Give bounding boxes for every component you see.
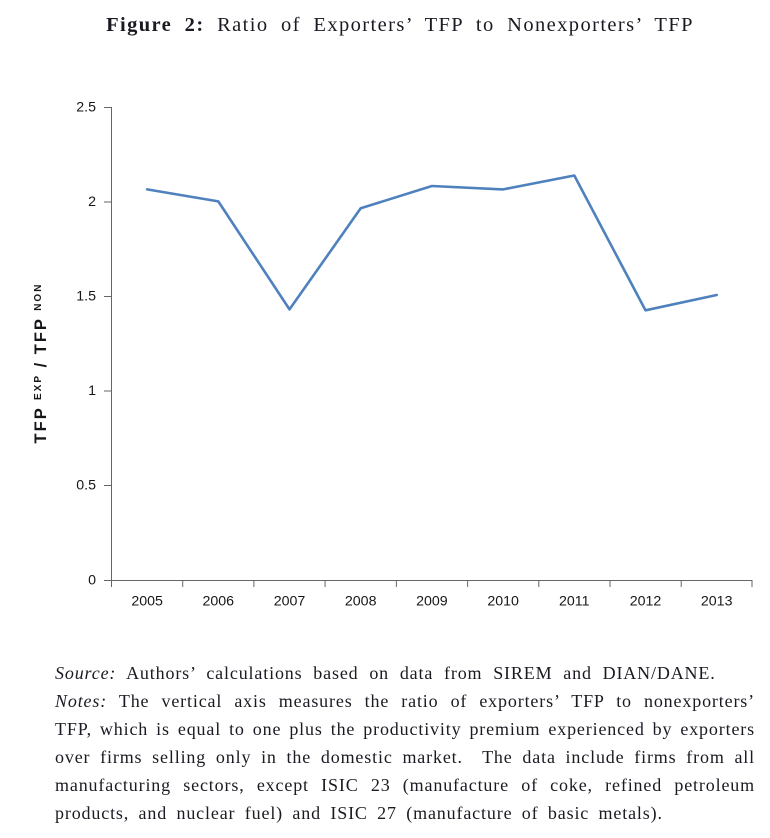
svg-text:2: 2	[88, 194, 96, 210]
svg-text:2008: 2008	[345, 594, 377, 610]
svg-text:2006: 2006	[203, 594, 235, 610]
svg-text:2.5: 2.5	[76, 100, 96, 116]
svg-text:1: 1	[88, 383, 96, 399]
svg-text:0: 0	[88, 573, 96, 589]
svg-text:TFP EXP / TFP NON: TFP EXP / TFP NON	[32, 283, 50, 444]
svg-text:0.5: 0.5	[76, 478, 96, 494]
svg-text:2005: 2005	[131, 594, 163, 610]
svg-text:2009: 2009	[416, 594, 448, 610]
svg-text:1.5: 1.5	[76, 289, 96, 305]
svg-text:2011: 2011	[559, 594, 590, 610]
svg-text:2012: 2012	[630, 594, 662, 610]
svg-text:2013: 2013	[701, 594, 733, 610]
svg-text:2007: 2007	[274, 594, 306, 610]
svg-text:2010: 2010	[487, 594, 519, 610]
